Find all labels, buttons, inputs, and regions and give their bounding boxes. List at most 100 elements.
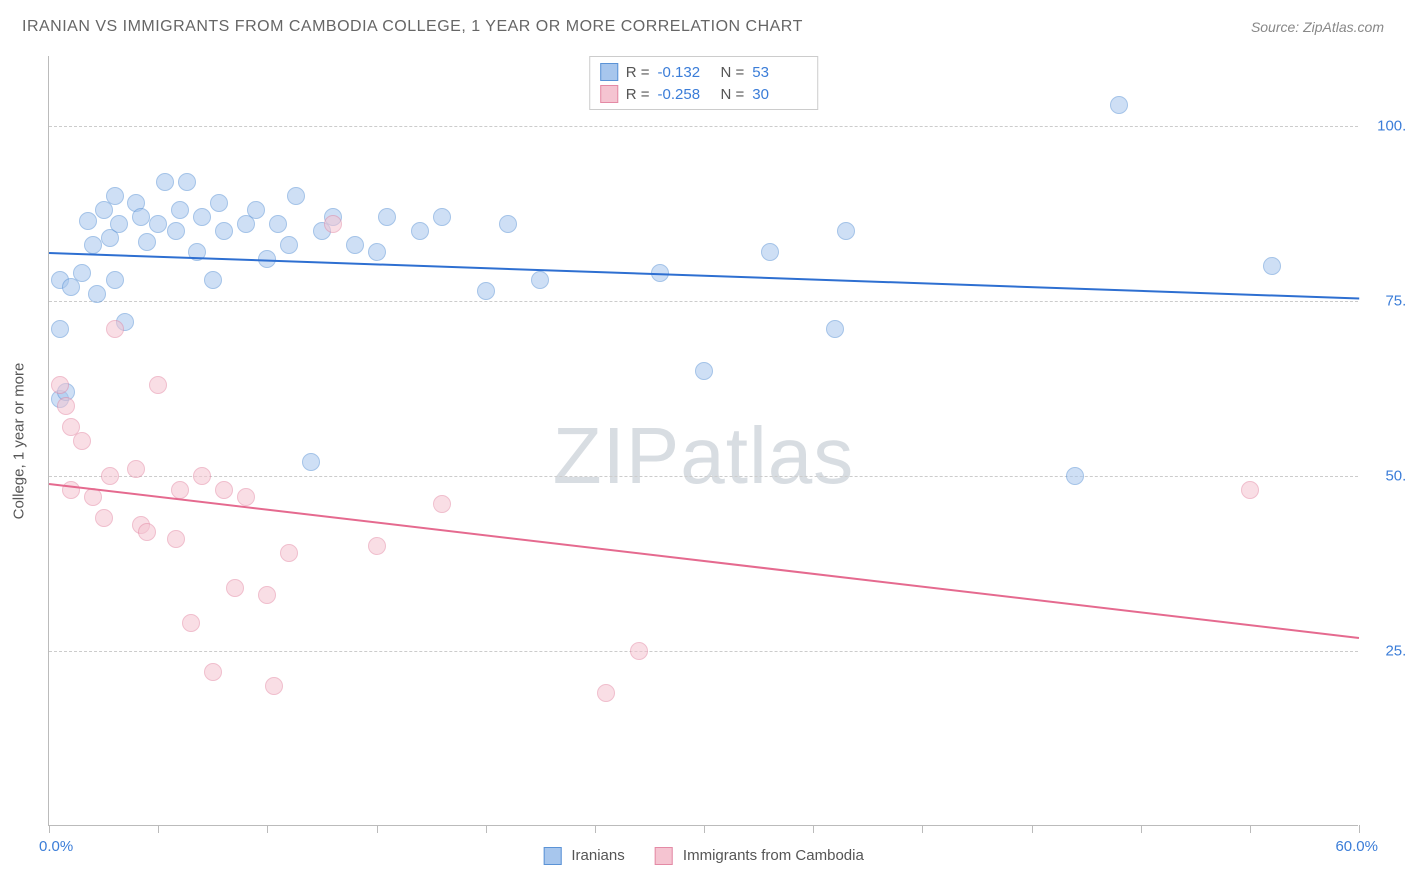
n-value-cambodia: 30	[752, 86, 807, 103]
gridline	[49, 651, 1358, 652]
data-point	[79, 212, 97, 230]
data-point	[477, 282, 495, 300]
data-point	[101, 467, 119, 485]
data-point	[499, 215, 517, 233]
data-point	[411, 222, 429, 240]
legend-label-iranians: Iranians	[571, 847, 624, 864]
n-value-iranians: 53	[752, 64, 807, 81]
data-point	[597, 684, 615, 702]
data-point	[178, 173, 196, 191]
x-tick	[377, 825, 378, 833]
r-label: R =	[626, 64, 650, 81]
series-legend: Iranians Immigrants from Cambodia	[543, 847, 864, 865]
plot-area: ZIPatlas College, 1 year or more R = -0.…	[48, 56, 1358, 826]
data-point	[73, 432, 91, 450]
y-tick-label: 25.0%	[1368, 643, 1406, 660]
y-tick-label: 50.0%	[1368, 468, 1406, 485]
x-tick	[158, 825, 159, 833]
regression-line	[49, 252, 1359, 299]
watermark: ZIPatlas	[553, 410, 854, 502]
data-point	[324, 215, 342, 233]
data-point	[51, 320, 69, 338]
data-point	[171, 201, 189, 219]
data-point	[1263, 257, 1281, 275]
data-point	[287, 187, 305, 205]
data-point	[149, 215, 167, 233]
x-tick	[704, 825, 705, 833]
data-point	[433, 208, 451, 226]
data-point	[110, 215, 128, 233]
data-point	[204, 663, 222, 681]
data-point	[88, 285, 106, 303]
data-point	[1066, 467, 1084, 485]
x-tick	[1032, 825, 1033, 833]
data-point	[138, 233, 156, 251]
r-label: R =	[626, 86, 650, 103]
stats-row-iranians: R = -0.132 N = 53	[600, 61, 808, 83]
legend-item-cambodia: Immigrants from Cambodia	[655, 847, 864, 865]
chart-source: Source: ZipAtlas.com	[1251, 19, 1384, 35]
data-point	[106, 320, 124, 338]
data-point	[531, 271, 549, 289]
data-point	[106, 271, 124, 289]
r-value-cambodia: -0.258	[658, 86, 713, 103]
stats-row-cambodia: R = -0.258 N = 30	[600, 83, 808, 105]
data-point	[378, 208, 396, 226]
x-axis-min-label: 0.0%	[39, 838, 73, 855]
data-point	[280, 236, 298, 254]
watermark-bold: ZIP	[553, 411, 680, 500]
data-point	[433, 495, 451, 513]
data-point	[826, 320, 844, 338]
data-point	[265, 677, 283, 695]
data-point	[226, 579, 244, 597]
r-value-iranians: -0.132	[658, 64, 713, 81]
data-point	[51, 376, 69, 394]
data-point	[761, 243, 779, 261]
data-point	[73, 264, 91, 282]
y-tick-label: 100.0%	[1368, 118, 1406, 135]
x-tick	[922, 825, 923, 833]
data-point	[215, 222, 233, 240]
legend-swatch-cambodia	[655, 847, 673, 865]
data-point	[695, 362, 713, 380]
data-point	[156, 173, 174, 191]
x-tick	[1141, 825, 1142, 833]
data-point	[269, 215, 287, 233]
x-tick	[1250, 825, 1251, 833]
x-axis-max-label: 60.0%	[1335, 838, 1378, 855]
data-point	[193, 467, 211, 485]
data-point	[210, 194, 228, 212]
swatch-iranians	[600, 63, 618, 81]
data-point	[138, 523, 156, 541]
y-axis-title: College, 1 year or more	[11, 362, 28, 519]
data-point	[280, 544, 298, 562]
legend-item-iranians: Iranians	[543, 847, 625, 865]
data-point	[95, 509, 113, 527]
data-point	[368, 537, 386, 555]
data-point	[258, 586, 276, 604]
gridline	[49, 476, 1358, 477]
n-label: N =	[721, 86, 745, 103]
chart-title: IRANIAN VS IMMIGRANTS FROM CAMBODIA COLL…	[22, 18, 803, 36]
data-point	[630, 642, 648, 660]
data-point	[167, 530, 185, 548]
x-tick	[267, 825, 268, 833]
data-point	[171, 481, 189, 499]
data-point	[149, 376, 167, 394]
x-tick	[49, 825, 50, 833]
x-tick	[486, 825, 487, 833]
chart-header: IRANIAN VS IMMIGRANTS FROM CAMBODIA COLL…	[22, 18, 1384, 36]
regression-line	[49, 483, 1359, 639]
data-point	[346, 236, 364, 254]
data-point	[106, 187, 124, 205]
data-point	[132, 208, 150, 226]
x-tick	[1359, 825, 1360, 833]
gridline	[49, 301, 1358, 302]
data-point	[57, 397, 75, 415]
data-point	[1241, 481, 1259, 499]
gridline	[49, 126, 1358, 127]
data-point	[247, 201, 265, 219]
legend-label-cambodia: Immigrants from Cambodia	[683, 847, 864, 864]
data-point	[182, 614, 200, 632]
stats-legend: R = -0.132 N = 53 R = -0.258 N = 30	[589, 56, 819, 110]
